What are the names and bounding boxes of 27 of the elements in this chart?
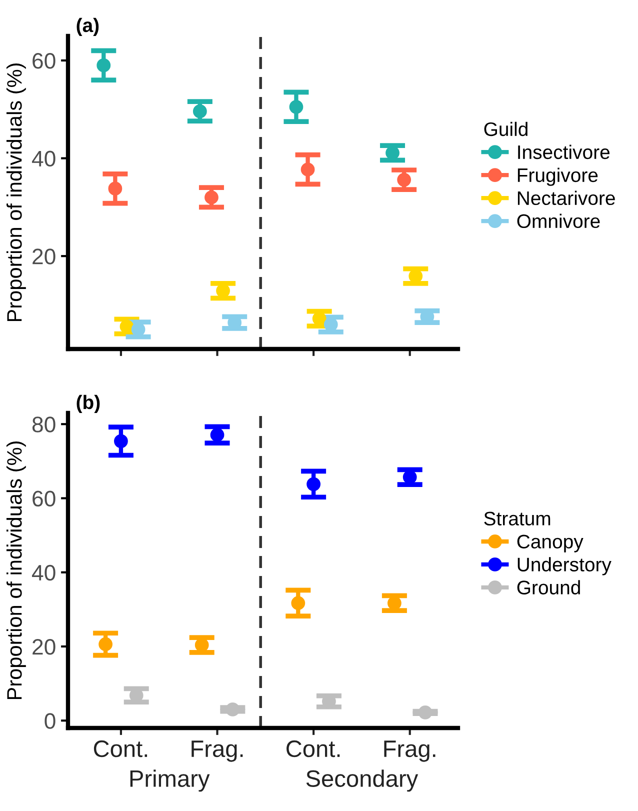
legend-label: Insectivore	[518, 144, 610, 160]
y-axis-title: Proportion of individuals (%)	[6, 64, 26, 322]
x-tick-label: Frag.	[384, 740, 436, 762]
y-tick-label: 60	[32, 52, 56, 69]
y-tick-label: 20	[32, 639, 56, 655]
legend-label: Frugivore	[518, 168, 598, 186]
y-tick-label: 40	[32, 564, 56, 581]
chart-title: (a)	[76, 18, 99, 36]
legend-label: Understory	[518, 557, 612, 576]
y-tick-label: 0	[44, 713, 56, 729]
text: Primary	[130, 770, 210, 792]
y-tick-label: 80	[32, 416, 56, 432]
x-tick-label: Cont.	[286, 740, 340, 758]
x-tick-label: Frag.	[192, 740, 243, 762]
legend-title: Guild	[484, 122, 528, 136]
y-axis-title: Proportion of individuals (%)	[6, 442, 26, 700]
chart-title: (b)	[76, 394, 100, 413]
y-tick-label: 40	[32, 150, 56, 167]
legend-label: Nectarivore	[518, 190, 615, 206]
legend-label: Omnivore	[517, 214, 600, 228]
legend-title: Stratum	[484, 512, 550, 526]
y-tick-label: 20	[32, 248, 56, 264]
legend-label: Ground	[517, 580, 580, 594]
y-tick-label: 60	[32, 490, 56, 507]
x-tick-label: Cont.	[94, 740, 148, 758]
text: Secondary	[306, 770, 418, 792]
legend-label: Canopy	[517, 534, 584, 552]
